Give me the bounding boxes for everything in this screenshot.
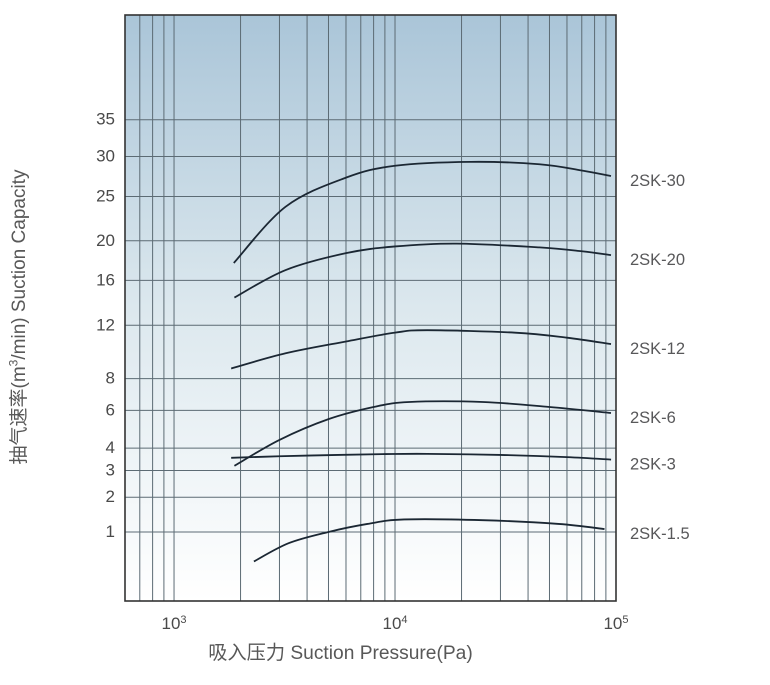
svg-text:2: 2 <box>106 487 115 506</box>
svg-text:2SK-12: 2SK-12 <box>630 340 685 358</box>
svg-text:3: 3 <box>106 461 115 480</box>
svg-text:104: 104 <box>382 614 407 633</box>
svg-text:2SK-20: 2SK-20 <box>630 251 685 269</box>
svg-text:20: 20 <box>96 231 115 250</box>
svg-text:30: 30 <box>96 146 115 165</box>
svg-text:16: 16 <box>96 270 115 289</box>
svg-text:105: 105 <box>603 614 628 633</box>
svg-text:2SK-3: 2SK-3 <box>630 456 676 474</box>
svg-text:2SK-6: 2SK-6 <box>630 409 676 427</box>
svg-text:2SK-30: 2SK-30 <box>630 172 685 190</box>
svg-text:103: 103 <box>162 614 187 633</box>
svg-text:35: 35 <box>96 110 115 129</box>
svg-text:4: 4 <box>106 438 115 457</box>
svg-text:12: 12 <box>96 315 115 334</box>
svg-text:25: 25 <box>96 187 115 206</box>
svg-text:8: 8 <box>106 369 115 388</box>
svg-text:6: 6 <box>106 400 115 419</box>
svg-text:2SK-1.5: 2SK-1.5 <box>630 525 690 543</box>
svg-text:1: 1 <box>106 522 115 541</box>
